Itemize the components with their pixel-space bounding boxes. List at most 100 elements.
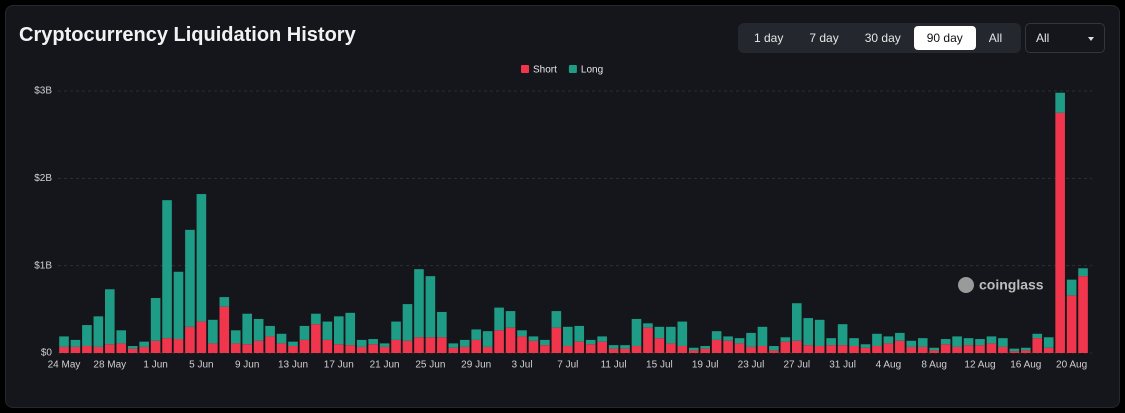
x-tick-label: 24 May <box>48 360 81 371</box>
bar-segment <box>219 297 230 307</box>
bar-segment <box>494 330 504 353</box>
bar-segment <box>917 338 928 347</box>
bar-segment <box>826 338 836 346</box>
bar-segment <box>82 346 92 353</box>
bar-segment <box>631 346 642 353</box>
bar-segment <box>769 350 779 353</box>
bar-segment <box>208 343 218 353</box>
bar-segment <box>139 346 149 353</box>
bar-segment <box>563 346 573 353</box>
bar-segment <box>230 343 241 353</box>
x-tick-label: 3 Jul <box>511 360 532 371</box>
bar-segment <box>414 337 424 353</box>
range-button[interactable]: 90 day <box>913 26 976 50</box>
x-tick-label: 5 Jun <box>189 360 213 371</box>
bar-segment <box>826 345 836 353</box>
bar-segment <box>814 319 825 347</box>
bar-segment <box>70 339 81 347</box>
bar-segment <box>746 332 756 347</box>
bar-segment <box>849 346 859 353</box>
bar-segment <box>356 339 367 347</box>
bar-segment <box>93 316 104 347</box>
range-button[interactable]: All <box>988 31 1003 45</box>
bar-segment <box>723 336 733 341</box>
x-tick-label: 7 Jul <box>557 360 578 371</box>
bar-segment <box>116 330 127 344</box>
bar-segment <box>288 341 298 347</box>
bar-segment <box>666 343 676 353</box>
bar-segment <box>322 339 333 353</box>
bar-segment <box>93 346 104 353</box>
bar-segment <box>780 337 791 342</box>
bar-segment <box>929 347 939 351</box>
range-button[interactable]: 1 day <box>754 31 784 45</box>
bar-segment <box>643 323 653 328</box>
bar-segment <box>345 312 356 346</box>
y-tick-label: $2B <box>34 173 52 184</box>
bar-segment <box>196 194 207 322</box>
bar-segment <box>585 339 596 345</box>
bar-segment <box>1066 295 1077 353</box>
x-tick-label: 19 Jul <box>692 360 719 371</box>
bar-segment <box>700 348 710 353</box>
bar-segment <box>540 339 550 346</box>
bar-segment <box>654 338 665 353</box>
bar-segment <box>803 318 814 346</box>
bar-segment <box>1021 350 1031 353</box>
bar-segment <box>883 343 894 353</box>
range-button[interactable]: 7 day <box>809 31 839 45</box>
bar-segment <box>677 346 688 353</box>
bar-segment <box>1066 279 1077 296</box>
range-button[interactable]: 30 day <box>864 31 901 45</box>
bar-segment <box>70 346 81 353</box>
dropdown[interactable]: All <box>1025 23 1105 53</box>
bar-segment <box>345 345 356 353</box>
x-tick-label: 17 Jun <box>324 360 354 371</box>
x-tick-label: 27 Jul <box>783 360 810 371</box>
bar-segment <box>746 346 756 353</box>
x-tick-label: 11 Jul <box>601 360 627 371</box>
bar-segment <box>975 345 985 353</box>
bar-segment <box>311 324 321 353</box>
bar-segment <box>917 346 928 353</box>
bar-segment <box>127 346 138 349</box>
x-tick-label: 28 May <box>93 360 126 371</box>
bar-segment <box>654 326 665 339</box>
bar-segment <box>356 346 367 353</box>
x-tick-label: 31 Jul <box>829 360 856 371</box>
bar-segment <box>482 346 493 353</box>
bar-segment <box>986 336 997 344</box>
x-tick-label: 8 Aug <box>921 360 947 371</box>
bar-segment <box>425 337 436 353</box>
bar-segment <box>150 297 161 341</box>
x-tick-label: 13 Jun <box>278 360 308 371</box>
bar-segment <box>860 344 871 348</box>
legend-swatch <box>568 65 577 73</box>
bar-segment <box>127 348 138 353</box>
bar-segment <box>620 345 630 349</box>
bar-segment <box>265 336 275 353</box>
bar-segment <box>952 346 962 353</box>
x-tick-label: 21 Jun <box>370 360 400 371</box>
bar-segment <box>1032 338 1043 353</box>
bar-segment <box>711 331 722 340</box>
bar-segment <box>219 306 230 353</box>
bar-segment <box>883 336 894 344</box>
bar-segment <box>734 338 745 344</box>
bar-segment <box>334 344 344 353</box>
bar-segment <box>368 339 378 345</box>
bar-segment <box>769 346 779 351</box>
bar-segment <box>963 345 974 353</box>
bar-segment <box>963 338 974 346</box>
bar-segment <box>116 343 127 353</box>
legend-swatch <box>521 65 529 73</box>
bar-segment <box>471 339 481 353</box>
bar-segment <box>311 313 321 325</box>
bar-segment <box>814 346 825 353</box>
bar-segment <box>895 340 905 353</box>
bar-segment <box>643 327 653 353</box>
bar-segment <box>82 325 92 347</box>
bar-segment <box>482 331 493 347</box>
bar-segment <box>528 340 539 353</box>
page-title: Cryptocurrency Liquidation History <box>19 24 356 46</box>
